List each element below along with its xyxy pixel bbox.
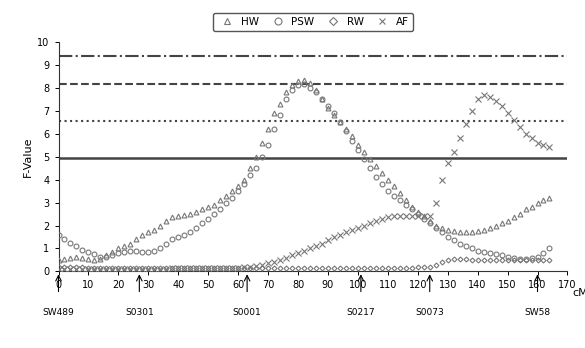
Text: S0001: S0001: [233, 308, 261, 317]
Text: S0073: S0073: [415, 308, 444, 317]
Text: cM: cM: [573, 287, 585, 298]
Text: SW58: SW58: [524, 308, 550, 317]
Legend: HW, PSW, RW, AF: HW, PSW, RW, AF: [213, 13, 413, 31]
Text: S0301: S0301: [125, 308, 154, 317]
Text: S0217: S0217: [346, 308, 375, 317]
Y-axis label: F-Value: F-Value: [23, 136, 33, 177]
Text: SW489: SW489: [43, 308, 74, 317]
